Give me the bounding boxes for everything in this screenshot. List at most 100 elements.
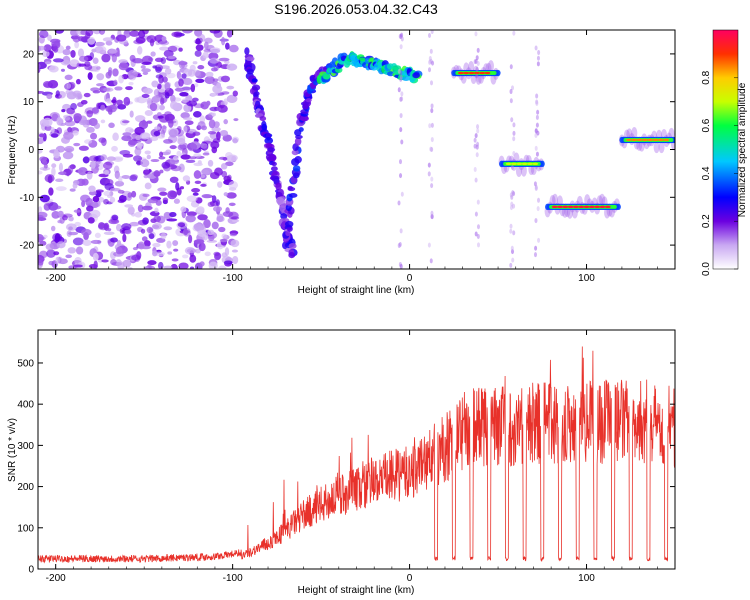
spectrogram-cell (216, 82, 222, 89)
spectrogram-cell (60, 68, 65, 72)
spectrogram-cell (270, 166, 278, 172)
spectrogram-cell (72, 182, 78, 189)
spectrogram-cell (142, 217, 149, 225)
spectrogram-cell (157, 261, 164, 269)
spectrogram-cell (653, 141, 660, 154)
spectrogram-cell (197, 214, 208, 221)
spectrogram-cell (192, 61, 198, 65)
spectrogram-cell (89, 52, 95, 60)
colorbar-frame (712, 29, 739, 270)
spectrogram-cell (103, 170, 110, 175)
spectrogram-cell (399, 44, 403, 50)
spectrogram-cell (106, 105, 111, 113)
spectrogram-cell (652, 138, 659, 142)
spectrogram-marks (38, 30, 675, 269)
spectrogram-cell (509, 262, 513, 268)
spectrogram-cell (400, 91, 404, 97)
spectrogram-cell (52, 45, 59, 53)
spectrogram-cell (80, 228, 92, 236)
spectrogram-cell (221, 36, 226, 46)
spectrogram-cell (135, 37, 146, 44)
spectrogram-cell (140, 159, 150, 168)
spectrogram-cell (203, 41, 209, 50)
spectrogram-cell (161, 36, 167, 42)
spectrogram-cell (92, 90, 101, 94)
spectrogram-cell (38, 30, 49, 39)
spectrogram-cell (114, 86, 123, 91)
spectrogram-cell (159, 169, 164, 174)
spectrogram-cell (599, 205, 606, 209)
spectrogram-cell (124, 229, 132, 235)
spectrogram-cell (65, 45, 71, 50)
spectrogram-cell (86, 171, 93, 180)
spectrogram-cell (144, 110, 153, 116)
spectrogram-xtick-label: 100 (578, 273, 595, 284)
spectrogram-cell (430, 80, 434, 86)
spectrogram-cell (199, 174, 206, 178)
spectrogram-cell (221, 233, 228, 239)
spectrogram-cell (80, 194, 91, 203)
spectrogram-ytick-label: 20 (23, 49, 35, 60)
snr-xtick-label: 100 (578, 573, 595, 584)
spectrogram-cell (55, 186, 67, 191)
spectrogram-cell (173, 198, 180, 204)
spectrogram-cell (77, 48, 85, 58)
spectrogram-cell (163, 226, 173, 231)
spectrogram-cell (267, 147, 276, 153)
spectrogram-cell (157, 115, 164, 119)
spectrogram-cell (298, 127, 304, 132)
spectrogram-cell (38, 90, 45, 94)
spectrogram-cell (158, 75, 164, 84)
spectrogram-cell (107, 194, 113, 199)
spectrogram-cell (195, 70, 202, 79)
spectrogram-cell (251, 84, 261, 91)
spectrogram-cell (39, 156, 48, 162)
spectrogram-cell (68, 231, 79, 236)
spectrogram-cell (92, 195, 100, 203)
spectrogram-cell (78, 63, 87, 67)
spectrogram-cell (47, 175, 53, 184)
spectrogram-cell (193, 162, 203, 167)
spectrogram-cell (141, 93, 150, 98)
spectrogram-cell (133, 155, 143, 162)
spectrogram-cell (83, 92, 91, 98)
spectrogram-cell (476, 60, 480, 66)
spectrogram-cell (430, 176, 434, 182)
spectrogram-cell (428, 123, 432, 129)
spectrogram-cell (226, 63, 238, 71)
spectrogram-cell (227, 154, 238, 162)
spectrogram-cell (46, 249, 56, 258)
spectrogram-cell (219, 238, 228, 243)
spectrogram-cell (284, 220, 294, 228)
spectrogram-cell (206, 239, 218, 243)
spectrogram-cell (167, 45, 178, 53)
spectrogram-cell (220, 162, 228, 170)
spectrogram-cell (168, 119, 174, 128)
spectrogram-cell (536, 161, 541, 166)
spectrogram-cell (516, 162, 523, 166)
spectrogram-cell (509, 228, 513, 234)
spectrogram-cell (203, 219, 211, 229)
spectrogram-cell (228, 180, 239, 190)
spectrogram-cell (475, 55, 479, 61)
snr-series-line (38, 346, 675, 564)
spectrogram-cell (127, 192, 133, 198)
spectrogram-cell (286, 226, 293, 232)
spectrogram-cell (129, 221, 140, 227)
spectrogram-cell (192, 192, 199, 196)
spectrogram-cell (220, 75, 231, 83)
spectrogram-cell (186, 100, 198, 107)
spectrogram-cell (185, 214, 196, 223)
spectrogram-cell (615, 203, 621, 211)
spectrogram-cell (115, 34, 127, 42)
spectrogram-cell (164, 92, 170, 99)
spectrogram-ytick-label: -10 (20, 193, 35, 204)
spectrogram-cell (108, 48, 118, 54)
spectrogram-cell (90, 239, 102, 244)
spectrogram-cell (430, 108, 434, 114)
spectrogram-cell (42, 117, 53, 127)
spectrogram-cell (82, 156, 90, 164)
spectrogram-cell (58, 171, 68, 176)
spectrogram-cell (181, 98, 190, 103)
